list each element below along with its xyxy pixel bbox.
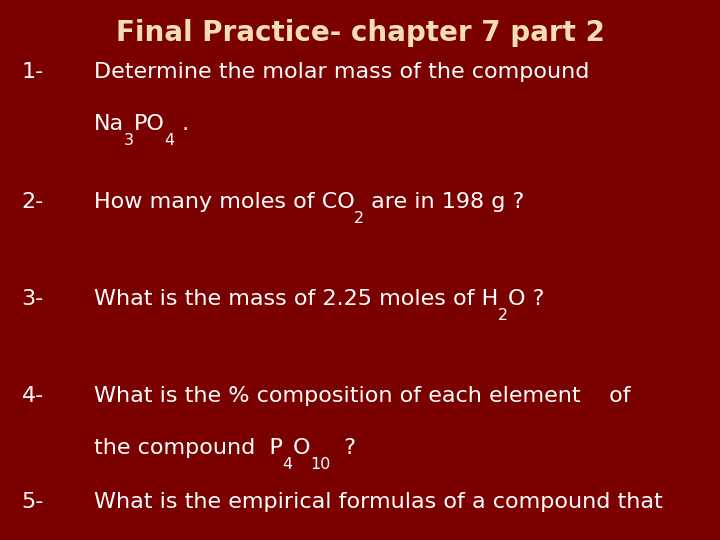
Text: What is the mass of 2.25 moles of H: What is the mass of 2.25 moles of H xyxy=(94,289,498,309)
Text: Final Practice- chapter 7 part 2: Final Practice- chapter 7 part 2 xyxy=(116,19,604,47)
Text: Na: Na xyxy=(94,113,124,133)
Text: ?: ? xyxy=(330,437,356,457)
Text: 5-: 5- xyxy=(22,491,44,511)
Text: 1-: 1- xyxy=(22,62,44,82)
Text: What is the empirical formulas of a compound that: What is the empirical formulas of a comp… xyxy=(94,491,662,511)
Text: PO: PO xyxy=(134,113,165,133)
Text: O ?: O ? xyxy=(508,289,544,309)
Text: What is the % composition of each element    of: What is the % composition of each elemen… xyxy=(94,386,630,406)
Text: 2: 2 xyxy=(354,211,364,226)
Text: 4-: 4- xyxy=(22,386,44,406)
Text: 3: 3 xyxy=(124,133,134,148)
Text: 4: 4 xyxy=(165,133,175,148)
Text: 2-: 2- xyxy=(22,192,44,212)
Text: Determine the molar mass of the compound: Determine the molar mass of the compound xyxy=(94,62,589,82)
Text: O: O xyxy=(292,437,310,457)
Text: are in 198 g ?: are in 198 g ? xyxy=(364,192,525,212)
Text: 2: 2 xyxy=(498,308,508,323)
Text: 3-: 3- xyxy=(22,289,44,309)
Text: .: . xyxy=(175,113,189,133)
Text: How many moles of CO: How many moles of CO xyxy=(94,192,354,212)
Text: 10: 10 xyxy=(310,457,330,472)
Text: 4: 4 xyxy=(282,457,292,472)
Text: the compound  P: the compound P xyxy=(94,437,282,457)
